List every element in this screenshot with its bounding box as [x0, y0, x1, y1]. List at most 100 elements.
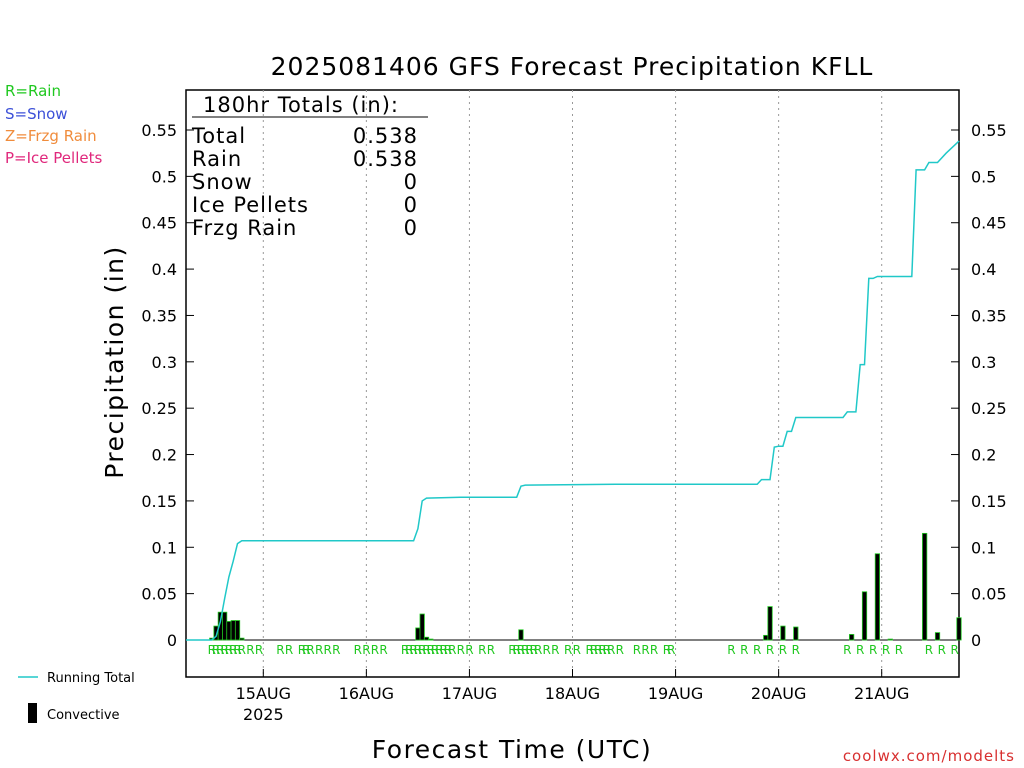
rain-marker: R — [603, 643, 611, 657]
running-total-legend-label: Running Total — [47, 671, 135, 686]
y-tick-label-left: 0 — [167, 631, 177, 650]
rain-marker: R — [882, 643, 890, 657]
y-tick-label-right: 0.2 — [971, 446, 996, 465]
rain-marker: R — [332, 643, 340, 657]
rain-marker: R — [740, 643, 748, 657]
convective-bar — [226, 621, 232, 641]
y-axis-right: 0 0.05 0.1 0.15 0.2 0.25 0.3 0.35 0.4 0.45 0.5 0.55 — [951, 121, 1007, 650]
x-axis-label: Forecast Time (UTC) — [372, 735, 652, 764]
y-tick-label-left: 0.2 — [152, 446, 177, 465]
y-tick-label-right: 0.45 — [971, 214, 1007, 233]
rain-marker: R — [607, 643, 615, 657]
rain-marker: R — [843, 643, 851, 657]
convective-bar — [956, 617, 962, 641]
rain-marker: R — [766, 643, 774, 657]
rain-marker: R — [208, 643, 216, 657]
convective-bar — [222, 611, 228, 641]
rain-marker: R — [590, 643, 598, 657]
convective-bar — [780, 625, 786, 641]
totals-label-snow: Snow — [192, 170, 253, 194]
rain-marker: R — [616, 643, 624, 657]
rain-marker: R — [431, 643, 439, 657]
rain-marker: R — [564, 643, 572, 657]
rain-marker: R — [869, 643, 877, 657]
rain-marker: R — [401, 643, 409, 657]
y-tick-label-right: 0.5 — [971, 167, 996, 186]
running-total-line — [186, 140, 960, 641]
rain-marker: R — [487, 643, 495, 657]
chart-title: 2025081406 GFS Forecast Precipitation KF… — [271, 52, 874, 81]
rain-marker: R — [422, 643, 430, 657]
rain-marker: R — [229, 643, 237, 657]
rain-marker: R — [324, 643, 332, 657]
y-tick-label-left: 0.4 — [152, 260, 177, 279]
totals-label-rain: Rain — [192, 147, 242, 171]
rain-marker: R — [414, 643, 422, 657]
series-legend: Running Total Convective — [18, 671, 135, 723]
x-axis: 15AUG 2025 16AUG 17AUG 18AUG 19AUG 20AUG 21AUG — [236, 669, 909, 724]
y-tick-label-left: 0.45 — [141, 214, 177, 233]
rain-marker: R — [233, 643, 241, 657]
convective-bar — [423, 636, 430, 641]
convective-legend-swatch — [28, 703, 37, 723]
rain-marker: R — [362, 643, 370, 657]
rain-marker: R — [663, 643, 671, 657]
convective-bar — [887, 638, 893, 641]
y-tick-label-right: 0.55 — [971, 121, 1007, 140]
rain-marker: R — [409, 643, 417, 657]
rain-marker: R — [633, 643, 641, 657]
x-tick-label: 20AUG — [751, 684, 806, 703]
convective-bar — [419, 613, 425, 641]
totals-label-total: Total — [191, 124, 246, 148]
rain-marker: R — [465, 643, 473, 657]
rain-marker: R — [225, 643, 233, 657]
rain-marker: R — [354, 643, 362, 657]
y-tick-label-left: 0.3 — [152, 353, 177, 372]
rain-marker: R — [255, 643, 263, 657]
y-tick-label-right: 0.3 — [971, 353, 996, 372]
convective-bar — [922, 532, 928, 641]
legend-rain: R=Rain — [5, 82, 61, 100]
x-tick-label: 17AUG — [442, 684, 497, 703]
convective-bars — [186, 532, 962, 641]
rain-marker: R — [315, 643, 323, 657]
rain-marker: R — [641, 643, 649, 657]
rain-marker: R — [727, 643, 735, 657]
totals-value-rain: 0.538 — [353, 147, 418, 171]
convective-bar — [239, 637, 245, 641]
y-tick-label-right: 0 — [971, 631, 981, 650]
x-tick-label: 19AUG — [648, 684, 703, 703]
y-tick-label-left: 0.05 — [141, 585, 177, 604]
rain-marker: R — [508, 643, 516, 657]
convective-bar — [763, 634, 769, 641]
totals-value-ice-pellets: 0 — [404, 193, 418, 217]
y-tick-label-right: 0.4 — [971, 260, 996, 279]
rain-marker: R — [521, 643, 529, 657]
totals-label-frzg-rain: Frzg Rain — [192, 216, 297, 240]
y-tick-label-left: 0.5 — [152, 167, 177, 186]
rain-marker: R — [895, 643, 903, 657]
rain-marker: R — [306, 643, 314, 657]
x-tick-sublabel: 2025 — [243, 705, 284, 724]
rain-marker: R — [302, 643, 310, 657]
rain-marker: R — [586, 643, 594, 657]
totals-box: 180hr Totals (in): Total 0.538 Rain 0.53… — [191, 93, 428, 240]
rain-marker: R — [951, 643, 959, 657]
y-tick-label-right: 0.05 — [971, 585, 1007, 604]
totals-value-frzg-rain: 0 — [404, 216, 418, 240]
convective-bar — [415, 627, 421, 641]
convective-bar — [793, 626, 799, 641]
rain-marker: R — [594, 643, 602, 657]
rain-marker: R — [525, 643, 533, 657]
rain-marker: R — [371, 643, 379, 657]
convective-bar — [874, 553, 881, 641]
rain-marker: R — [856, 643, 864, 657]
rain-marker: R — [418, 643, 426, 657]
rain-marker: R — [220, 643, 228, 657]
y-tick-label-left: 0.25 — [141, 399, 177, 418]
x-tick-label: 16AUG — [339, 684, 394, 703]
legend-frzg-rain: Z=Frzg Rain — [5, 127, 97, 145]
totals-label-ice-pellets: Ice Pellets — [192, 193, 309, 217]
